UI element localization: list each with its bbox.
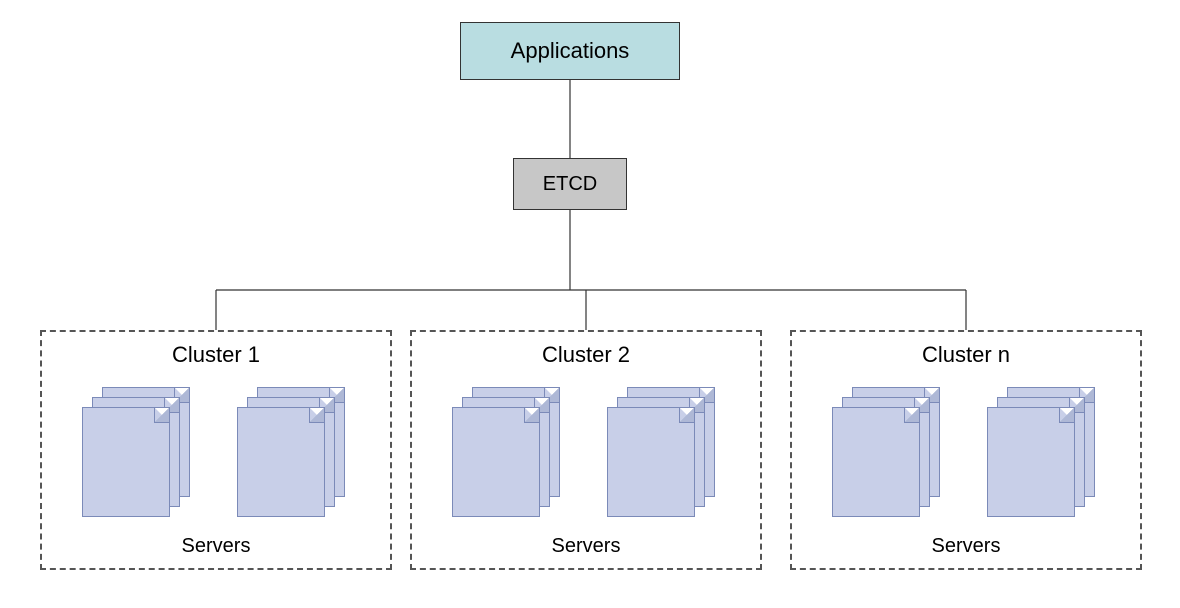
cluster-title: Cluster 2: [412, 342, 760, 368]
applications-label: Applications: [511, 38, 630, 64]
applications-node: Applications: [460, 22, 680, 80]
etcd-label: ETCD: [543, 173, 597, 196]
server-doc-stack: [987, 387, 1087, 517]
doc-page-icon: [82, 407, 170, 517]
cluster-title: Cluster n: [792, 342, 1140, 368]
server-doc-stack: [452, 387, 552, 517]
doc-page-icon: [452, 407, 540, 517]
server-doc-stack: [607, 387, 707, 517]
doc-page-icon: [607, 407, 695, 517]
etcd-node: ETCD: [513, 158, 627, 210]
server-doc-stack: [832, 387, 932, 517]
cluster-box-2: Cluster n Servers: [790, 330, 1142, 570]
cluster-box-1: Cluster 2 Servers: [410, 330, 762, 570]
doc-page-icon: [237, 407, 325, 517]
cluster-box-0: Cluster 1 Servers: [40, 330, 392, 570]
cluster-footer: Servers: [412, 535, 760, 558]
server-doc-stack: [237, 387, 337, 517]
cluster-footer: Servers: [792, 535, 1140, 558]
cluster-title: Cluster 1: [42, 342, 390, 368]
server-doc-stack: [82, 387, 182, 517]
doc-page-icon: [832, 407, 920, 517]
doc-page-icon: [987, 407, 1075, 517]
cluster-footer: Servers: [42, 535, 390, 558]
